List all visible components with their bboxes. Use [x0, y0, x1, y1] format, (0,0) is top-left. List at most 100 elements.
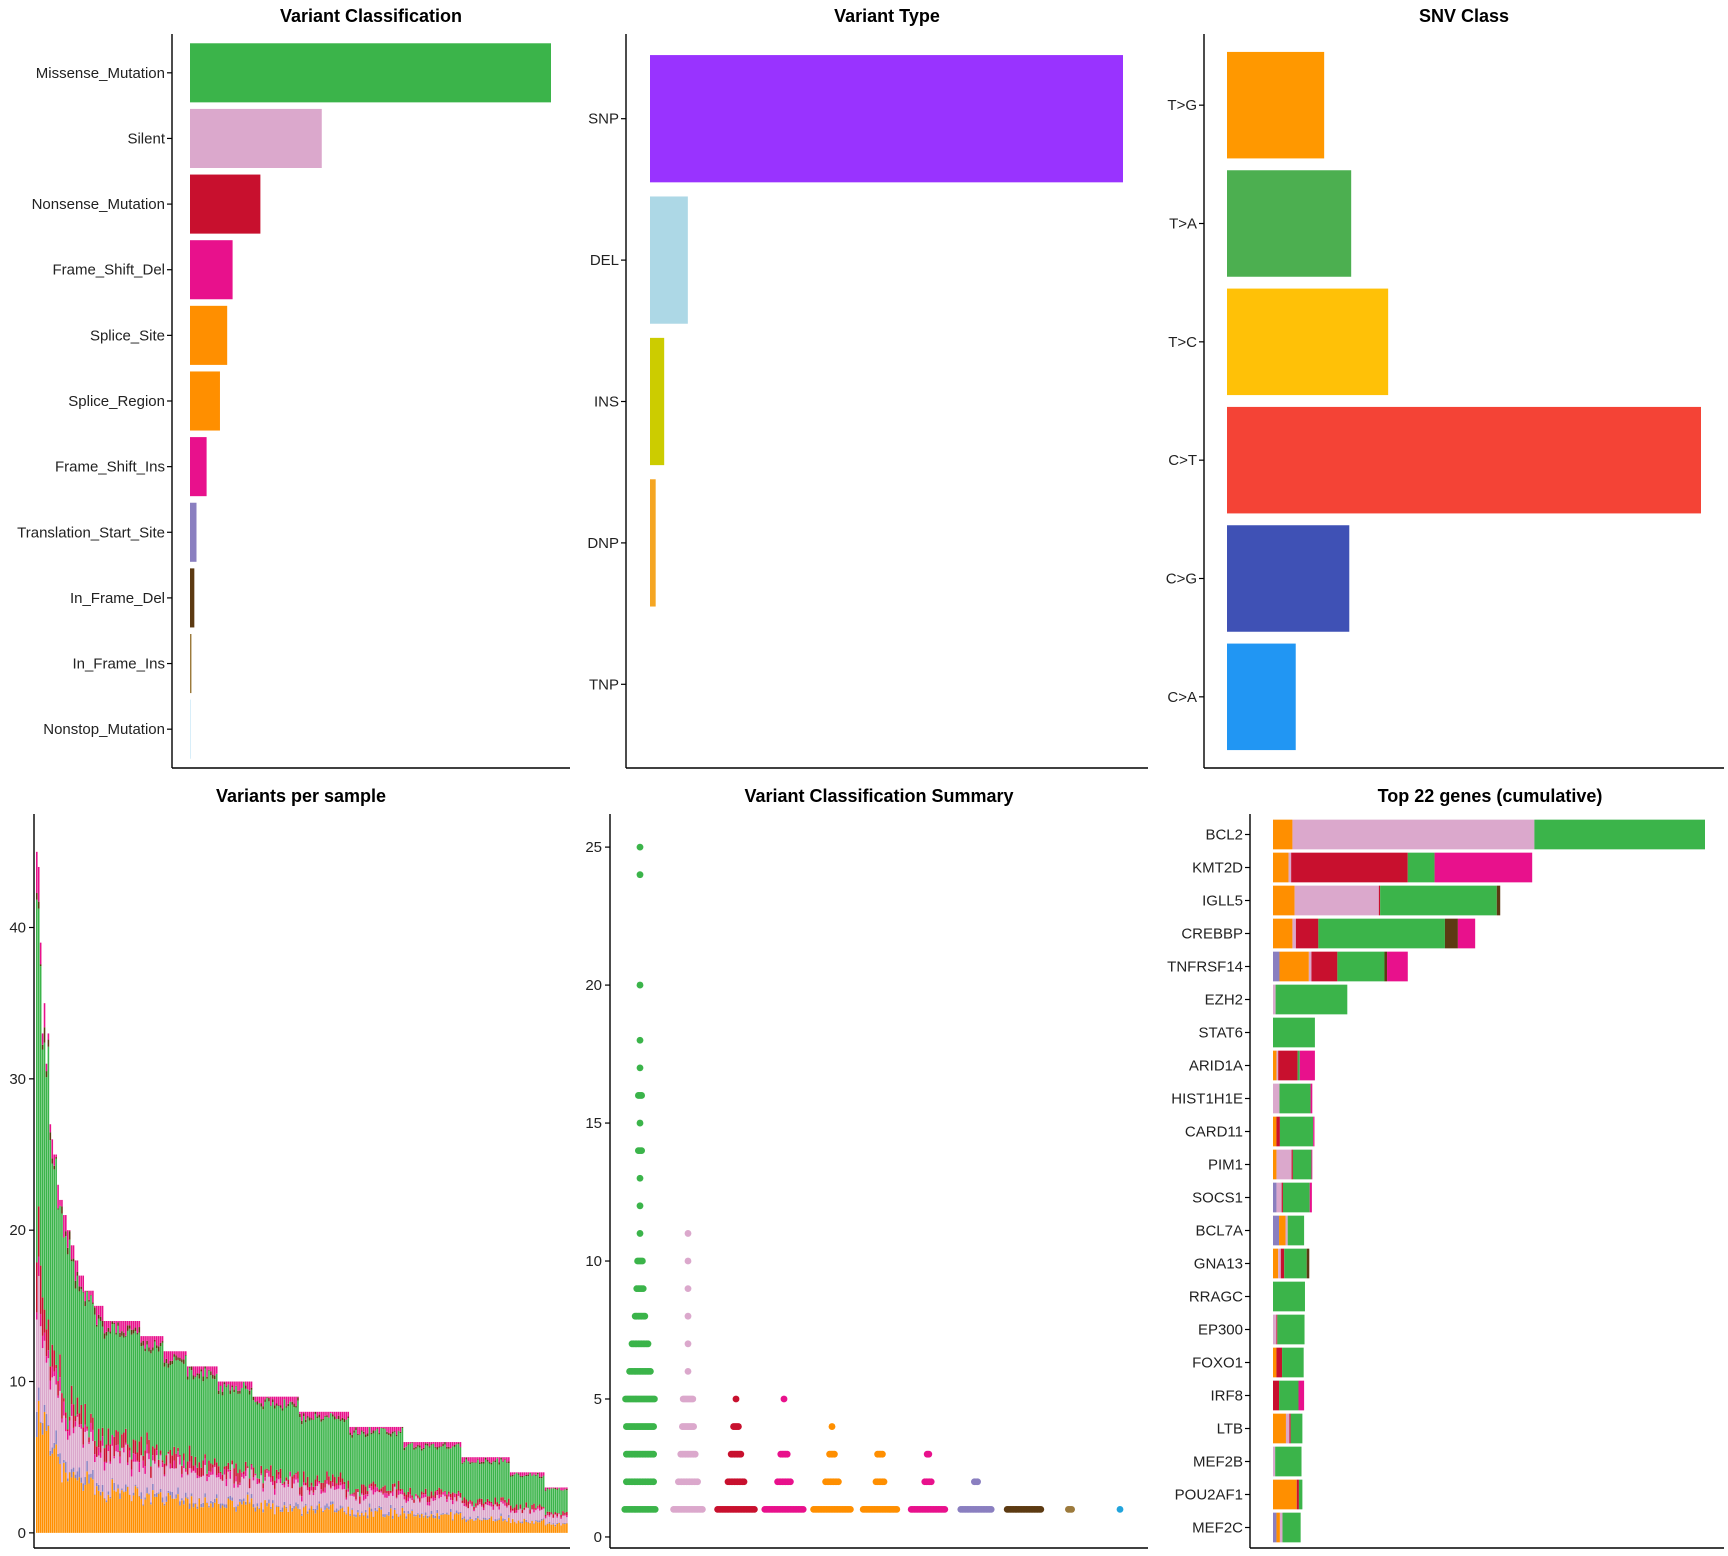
segment-translation-start-site	[196, 1506, 199, 1509]
segment-frame-shift-del	[132, 1320, 135, 1330]
segment-silent	[1273, 1314, 1277, 1345]
segment-splice-site	[378, 1507, 381, 1533]
segment-nonsense-mutation	[370, 1483, 373, 1487]
segment-in-frame-del	[68, 1231, 71, 1240]
segment-translation-start-site	[417, 1513, 419, 1515]
segment-frame-shift-ins	[442, 1492, 444, 1495]
segment-translation-start-site	[291, 1507, 293, 1512]
segment-missense-mutation	[266, 1398, 268, 1469]
segment-frame-shift-ins	[488, 1503, 491, 1506]
segment-frame-shift-ins	[146, 1444, 148, 1454]
label-in-frame-ins: In_Frame_Ins	[72, 656, 165, 673]
sample-bar	[511, 1472, 514, 1533]
segment-translation-start-site	[409, 1512, 411, 1514]
segment-in-frame-del	[177, 1357, 179, 1360]
segment-missense-mutation	[560, 1490, 562, 1516]
segment-frame-shift-del	[322, 1411, 324, 1420]
segment-missense-mutation	[65, 1236, 67, 1413]
segment-translation-start-site	[124, 1484, 127, 1492]
segment-splice-site	[117, 1488, 119, 1533]
segment-silent	[183, 1468, 185, 1501]
segment-translation-start-site	[194, 1502, 197, 1504]
segment-splice-site	[380, 1509, 382, 1533]
segment-silent	[115, 1451, 117, 1492]
segment-in-frame-del	[124, 1335, 127, 1337]
segment-frame-shift-del	[150, 1336, 152, 1350]
segment-splice-site	[144, 1499, 146, 1533]
segment-silent	[407, 1501, 410, 1512]
segment-splice-site	[250, 1498, 253, 1533]
segment-nonsense-mutation	[47, 1319, 50, 1351]
segment-silent	[163, 1476, 166, 1504]
segment-translation-start-site	[47, 1424, 50, 1426]
segment-frame-shift-ins	[426, 1502, 429, 1506]
segment-silent	[171, 1468, 174, 1492]
sample-bar	[59, 1199, 61, 1533]
segment-in-frame-del	[306, 1416, 309, 1418]
segment-silent	[395, 1498, 398, 1514]
segment-nonsense-mutation	[1281, 1182, 1283, 1213]
segment-frame-shift-ins	[513, 1512, 516, 1514]
gene-bar-bcl7a	[1273, 1215, 1305, 1246]
sample-bar	[451, 1442, 454, 1533]
title-snv-class: SNV Class	[1419, 6, 1509, 26]
segment-nonsense-mutation	[525, 1502, 528, 1508]
segment-splice-site	[142, 1505, 144, 1533]
segment-missense-mutation	[301, 1424, 303, 1487]
segment-splice-site	[289, 1505, 292, 1533]
segment-missense-mutation	[61, 1213, 63, 1394]
segment-frame-shift-ins	[428, 1502, 431, 1506]
segment-missense-mutation	[465, 1459, 468, 1500]
sample-bar	[155, 1336, 158, 1533]
segment-frame-shift-ins	[165, 1465, 168, 1467]
gene-bar-mef2c	[1273, 1512, 1301, 1543]
segment-frame-shift-del	[440, 1442, 442, 1447]
segment-frame-shift-del	[217, 1381, 220, 1391]
segment-silent	[461, 1503, 464, 1518]
sample-bar	[80, 1275, 83, 1533]
segment-silent	[318, 1483, 321, 1502]
sample-bar	[388, 1426, 390, 1533]
segment-in-frame-del	[169, 1360, 172, 1366]
segment-in-frame-del	[422, 1447, 425, 1450]
segment-frame-shift-ins	[496, 1506, 499, 1507]
segment-in-frame-del	[148, 1347, 150, 1352]
segment-missense-mutation	[63, 1237, 65, 1399]
segment-frame-shift-ins	[471, 1504, 473, 1507]
segment-splice-site	[154, 1496, 156, 1533]
segment-frame-shift-ins	[453, 1493, 456, 1498]
gene-bar-pou2af1	[1273, 1479, 1303, 1510]
segment-frame-shift-del	[353, 1426, 355, 1431]
sample-bar	[395, 1426, 398, 1533]
segment-frame-shift-del	[432, 1442, 435, 1444]
segment-silent	[343, 1489, 346, 1511]
segment-in-frame-del	[140, 1342, 143, 1347]
segment-nonsense-mutation	[444, 1490, 446, 1492]
segment-frame-shift-del	[473, 1457, 475, 1463]
segment-missense-mutation	[339, 1420, 342, 1473]
segment-missense-mutation	[529, 1473, 531, 1510]
segment-splice-site	[355, 1517, 357, 1533]
segment-silent	[138, 1472, 141, 1497]
segment-splice-site	[181, 1500, 183, 1533]
segment-splice-site	[390, 1508, 392, 1533]
segment-nonsense-mutation	[393, 1483, 396, 1487]
segment-in-frame-del	[113, 1322, 115, 1324]
segment-missense-mutation	[167, 1367, 170, 1452]
segment-translation-start-site	[359, 1515, 361, 1517]
segment-splice-site	[213, 1502, 216, 1533]
segment-silent	[477, 1505, 479, 1516]
sample-bar	[411, 1442, 413, 1533]
segment-frame-shift-ins	[366, 1494, 369, 1497]
segment-splice-site	[397, 1516, 400, 1533]
segment-frame-shift-del	[250, 1381, 253, 1388]
sample-bar	[202, 1366, 204, 1533]
segment-nonsense-mutation	[138, 1441, 141, 1463]
segment-silent	[550, 1514, 553, 1525]
segment-frame-shift-del	[103, 1320, 106, 1334]
segment-in-frame-del	[370, 1432, 373, 1435]
segment-in-frame-del	[302, 1413, 305, 1417]
segment-nonsense-mutation	[163, 1463, 166, 1475]
segment-silent	[422, 1497, 425, 1517]
segment-in-frame-del	[490, 1462, 493, 1465]
